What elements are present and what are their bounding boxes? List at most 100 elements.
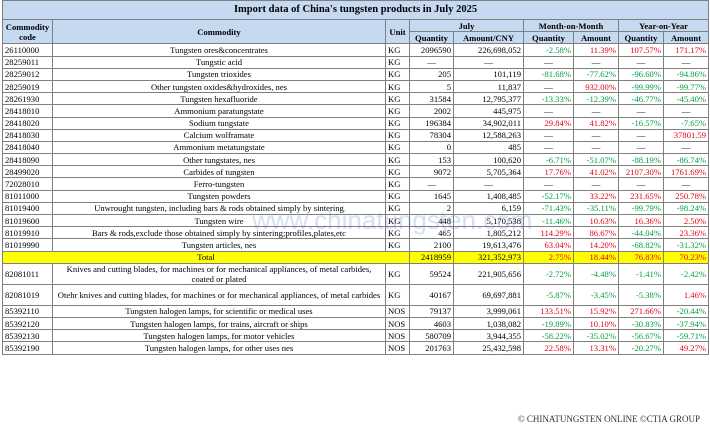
table-cell: -98.24% <box>662 201 710 216</box>
table-cell: — <box>573 177 619 191</box>
table-cell: 226,698,052 <box>453 43 524 57</box>
table-cell: -19.89% <box>523 316 574 331</box>
table-cell: 1,038,082 <box>453 316 524 331</box>
table-cell: — <box>453 177 524 191</box>
total-label: Total <box>2 250 410 264</box>
table-row: 82081011 Knives and cutting blades, for m… <box>2 262 710 285</box>
table-cell: — <box>409 55 454 69</box>
table-cell: 82081019 <box>2 283 53 306</box>
table-row: 85392120 Tungsten halogen lamps, for trai… <box>2 316 710 331</box>
table-cell: 59524 <box>409 262 454 285</box>
table-cell: — <box>662 104 710 118</box>
table-cell: 23.36% <box>662 226 710 240</box>
table-cell: — <box>573 55 619 69</box>
table-cell: 2100 <box>409 238 454 252</box>
column-header: Commodity <box>52 18 386 45</box>
table-cell: -31.32% <box>662 238 710 252</box>
table-cell: 25,432,598 <box>453 341 524 355</box>
table-cell: -59.71% <box>662 329 710 343</box>
table-cell: 100,620 <box>453 153 524 167</box>
table-cell: 107.57% <box>618 43 664 57</box>
commodity-cell: Tungsten hexafluoride <box>52 92 386 106</box>
commodity-cell: Other tungstates, nes <box>52 153 386 167</box>
table-cell: -99.77% <box>662 79 710 94</box>
table-cell: — <box>662 177 710 191</box>
table-cell: -2.42% <box>662 262 710 285</box>
table-cell: KG <box>385 165 410 179</box>
table-cell: 78304 <box>409 128 454 142</box>
table-cell: — <box>662 55 710 69</box>
table-cell: -88.19% <box>618 153 664 167</box>
column-header: Unit <box>385 18 410 45</box>
table-cell: 15.92% <box>573 304 619 318</box>
table-cell: -6.71% <box>523 153 574 167</box>
table-cell: -2.58% <box>523 43 574 57</box>
table-cell: — <box>618 128 664 142</box>
table-cell: 231.65% <box>618 189 664 203</box>
table-cell: — <box>618 104 664 118</box>
table-cell: 10.63% <box>573 213 619 228</box>
table-cell: — <box>523 55 574 69</box>
table-title: Import data of China's tungsten products… <box>1 0 710 20</box>
table-row: 82081019 Otehr knives and cutting blades,… <box>2 283 710 306</box>
table-cell: KG <box>385 116 410 130</box>
commodity-cell: Sodium tungstate <box>52 116 386 130</box>
table-cell: KG <box>385 283 410 306</box>
table-cell: 85392120 <box>2 316 53 331</box>
table-cell: 153 <box>409 153 454 167</box>
data-table: Import data of China's tungsten products… <box>1 0 710 355</box>
table-cell: -4.48% <box>573 262 619 285</box>
table-row: 85392110 Tungsten halogen lamps, for scie… <box>2 304 710 318</box>
table-cell: 580709 <box>409 329 454 343</box>
commodity-cell: Carbides of tungsten <box>52 165 386 179</box>
group-header: July <box>409 18 524 33</box>
table-cell: -37.94% <box>662 316 710 331</box>
group-header: Year-on-Year <box>617 18 710 33</box>
table-cell: 37801.59 <box>662 128 710 142</box>
commodity-cell: Knives and cutting blades, for machines … <box>52 262 386 285</box>
table-cell: KG <box>385 43 410 57</box>
table-cell: 86.67% <box>573 226 619 240</box>
table-row: 28259011 Tungstic acid KG — — — — — — <box>2 55 710 69</box>
table-cell: -5.38% <box>618 283 664 306</box>
table-cell: 28418040 <box>2 140 53 155</box>
table-cell: 4603 <box>409 316 454 331</box>
table-cell: 49.27% <box>662 341 710 355</box>
total-cell: 76.83% <box>618 250 664 264</box>
table-cell: 63.04% <box>523 238 574 252</box>
total-cell: 321,352,973 <box>453 250 524 264</box>
commodity-cell: Tungsten ores&concentrates <box>52 43 386 57</box>
table-cell: 28259012 <box>2 67 53 81</box>
total-cell: 2418959 <box>409 250 454 264</box>
table-cell: -44.04% <box>618 226 664 240</box>
table-cell: -35.11% <box>573 201 619 216</box>
table-cell: 34,902,011 <box>453 116 524 130</box>
table-cell: 11.39% <box>573 43 619 57</box>
table-cell: 85392130 <box>2 329 53 343</box>
table-cell: -52.17% <box>523 189 574 203</box>
table-cell: KG <box>385 67 410 81</box>
table-cell: 5,705,364 <box>453 165 524 179</box>
commodity-cell: Tungsten articles, nes <box>52 238 386 252</box>
table-cell: 12,588,263 <box>453 128 524 142</box>
commodity-cell: Tungsten halogen lamps, for trains, airc… <box>52 316 386 331</box>
table-cell: KG <box>385 92 410 106</box>
table-cell: 28418020 <box>2 116 53 130</box>
table-cell: 72028010 <box>2 177 53 191</box>
table-cell: 271.66% <box>618 304 664 318</box>
table-row: 28418030 Calcium wolframate KG 78304 12,588,… <box>2 128 710 142</box>
table-cell: 81011000 <box>2 189 53 203</box>
footer: © CHINATUNGSTEN ONLINE ©CTIA GROUP <box>517 414 700 424</box>
table-cell: 28418010 <box>2 104 53 118</box>
table-cell: 485 <box>453 140 524 155</box>
table-cell: -46.77% <box>618 92 664 106</box>
table-cell: KG <box>385 104 410 118</box>
table-row: 28259019 Other tungsten oxides&hydroxides… <box>2 79 710 94</box>
table-cell: 28261930 <box>2 92 53 106</box>
commodity-cell: Tungsten halogen lamps, for other uses n… <box>52 341 386 355</box>
total-row: Total 2418959 321,352,973 2.75% 18.44% 76.83%… <box>2 250 710 264</box>
table-cell: -94.86% <box>662 67 710 81</box>
table-row: 81011000 Tungsten powders KG 1645 1,408,485-… <box>2 189 710 203</box>
table-cell: KG <box>385 177 410 191</box>
